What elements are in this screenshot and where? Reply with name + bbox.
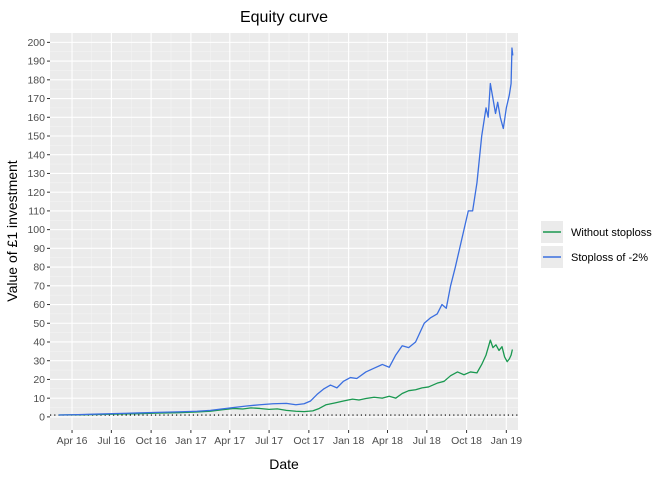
y-tick-label: 40 <box>33 337 45 349</box>
y-tick-label: 150 <box>27 131 45 143</box>
y-tick-label: 10 <box>33 393 45 405</box>
y-tick-label: 120 <box>27 187 45 199</box>
x-tick-label: Oct 16 <box>136 435 167 447</box>
x-tick-label: Apr 16 <box>57 435 88 447</box>
series-line-0 <box>58 339 514 416</box>
x-axis-title: Date <box>269 456 299 472</box>
y-tick-label: 100 <box>27 224 45 236</box>
x-tick-label: Jan 18 <box>333 435 365 447</box>
series-line-1 <box>58 47 514 416</box>
y-tick-label: 160 <box>27 112 45 124</box>
x-tick-label: Jul 17 <box>255 435 283 447</box>
x-tick-label: Jul 18 <box>413 435 441 447</box>
y-axis-title: Value of £1 investment <box>4 160 20 301</box>
grid-lines <box>50 33 518 430</box>
y-tick-label: 0 <box>39 411 45 423</box>
legend: Without stoploss Stoploss of -2% <box>541 221 652 268</box>
y-tick-label: 170 <box>27 93 45 105</box>
y-tick-label: 30 <box>33 355 45 367</box>
y-tick-label: 110 <box>28 206 45 218</box>
plot-panel <box>50 33 518 430</box>
x-tick-label: Jan 17 <box>175 435 207 447</box>
x-tick-label: Oct 18 <box>451 435 482 447</box>
x-tick-label: Oct 17 <box>293 435 324 447</box>
legend-label-1: Stoploss of -2% <box>571 252 648 264</box>
y-tick-label: 50 <box>33 318 45 330</box>
y-tick-label: 200 <box>27 37 45 49</box>
x-axis: Apr 16 Jul 16 Oct 16 Jan 17 Apr 17 Jul 17 Oct … <box>57 430 523 447</box>
legend-label-0: Without stoploss <box>571 227 652 239</box>
y-tick-label: 60 <box>33 299 45 311</box>
y-axis: 0 10 20 30 40 50 60 70 80 90 100 110 120 130 140 150 160… <box>27 37 50 423</box>
x-tick-label: Apr 18 <box>372 435 403 447</box>
x-tick-label: Jul 16 <box>97 435 125 447</box>
y-tick-label: 180 <box>27 74 45 86</box>
y-tick-label: 20 <box>33 374 45 386</box>
y-tick-label: 80 <box>33 262 45 274</box>
y-tick-label: 130 <box>27 168 45 180</box>
chart-title: Equity curve <box>240 9 328 26</box>
y-tick-label: 190 <box>27 56 45 68</box>
x-tick-label: Jan 19 <box>491 435 523 447</box>
y-tick-label: 70 <box>33 280 45 292</box>
series-lines <box>58 47 514 416</box>
y-tick-label: 140 <box>27 149 45 161</box>
x-tick-label: Apr 17 <box>214 435 245 447</box>
y-tick-label: 90 <box>33 243 45 255</box>
